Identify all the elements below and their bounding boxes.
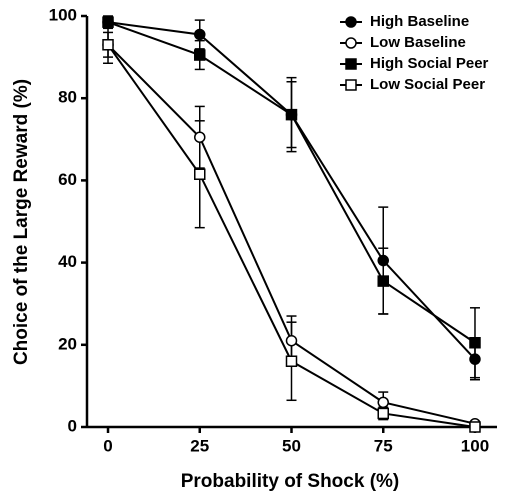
marker <box>194 49 206 61</box>
marker <box>377 275 389 287</box>
marker <box>469 353 481 365</box>
y-tick-label: 80 <box>58 88 77 107</box>
legend-label: Low Baseline <box>370 34 466 51</box>
x-tick-label: 50 <box>282 436 301 455</box>
marker <box>345 16 357 28</box>
marker <box>377 396 389 409</box>
marker <box>377 254 389 267</box>
marker <box>285 355 298 367</box>
y-tick-label: 20 <box>58 334 77 353</box>
marker <box>285 334 298 347</box>
y-tick-label: 40 <box>58 252 77 271</box>
y-tick-label: 0 <box>68 416 77 435</box>
marker <box>102 16 114 28</box>
y-axis-label: Choice of the Large Reward (%) <box>11 79 32 365</box>
marker <box>469 336 481 349</box>
marker <box>345 58 357 70</box>
legend-label: High Social Peer <box>370 55 489 72</box>
series-line <box>107 21 476 360</box>
marker <box>469 421 481 433</box>
x-tick-label: 75 <box>374 436 393 455</box>
marker <box>345 79 357 91</box>
y-tick-label: 60 <box>58 170 77 189</box>
marker <box>377 407 389 420</box>
x-axis-label: Probability of Shock (%) <box>181 471 400 492</box>
x-tick-label: 100 <box>461 436 489 455</box>
marker <box>194 131 206 143</box>
marker <box>345 37 357 49</box>
x-tick-label: 0 <box>103 436 112 455</box>
legend-label: High Baseline <box>370 13 469 30</box>
x-tick-label: 25 <box>190 436 209 455</box>
marker <box>194 28 206 41</box>
legend-label: Low Social Peer <box>370 76 485 93</box>
y-tick-label: 100 <box>49 5 77 24</box>
marker <box>102 39 114 51</box>
marker <box>285 108 298 121</box>
marker <box>194 168 206 180</box>
